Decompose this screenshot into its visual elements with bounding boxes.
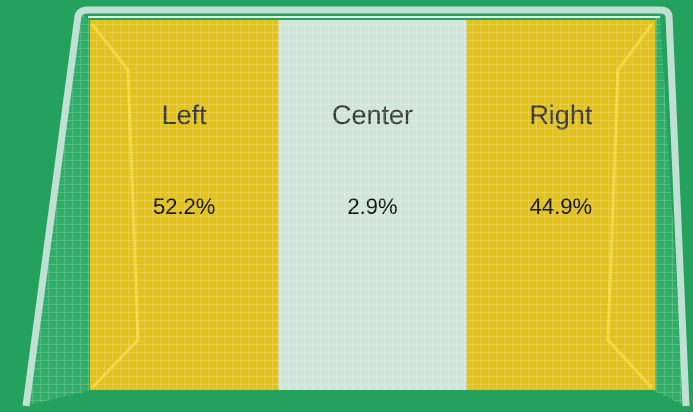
page: Left52.2%Center2.9%Right44.9% (() => { c… (0, 0, 693, 412)
goal-graphic: Left52.2%Center2.9%Right44.9% (0, 0, 693, 412)
back-net (90, 20, 655, 390)
